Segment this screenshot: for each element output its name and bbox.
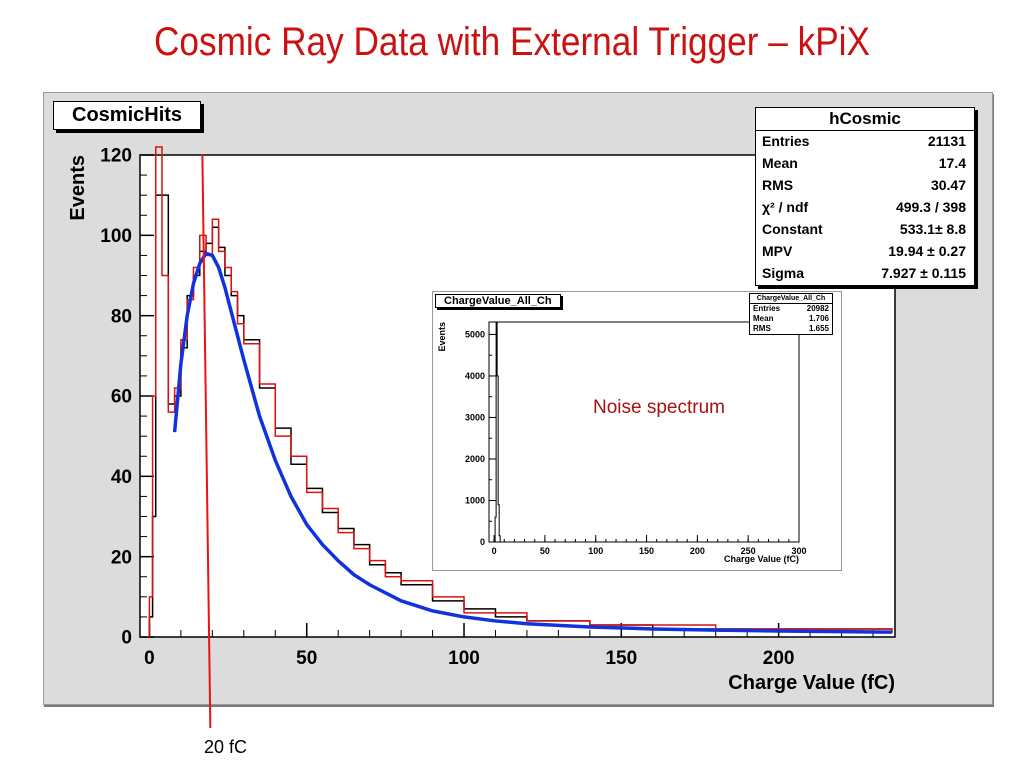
stats-key: Entries bbox=[762, 133, 810, 149]
inset-stats-value: 20982 bbox=[806, 304, 829, 313]
y-tick-label: 3000 bbox=[465, 413, 485, 423]
x-tick-label: 0 bbox=[144, 648, 155, 669]
y-tick-label: 20 bbox=[111, 547, 132, 568]
stats-row: Entries 21131 bbox=[756, 131, 974, 153]
stats-box: hCosmic Entries 21131 Mean 17.4 RMS 30.47 χ² /… bbox=[755, 107, 975, 286]
y-axis-label: Events bbox=[437, 322, 447, 352]
chargevalue-all-ch-line bbox=[493, 321, 799, 542]
stats-value: 17.4 bbox=[938, 155, 966, 171]
x-tick-label: 0 bbox=[492, 546, 497, 556]
x-axis-label: Charge Value (fC) bbox=[728, 672, 895, 694]
inset-stats-row: Entries 20982 bbox=[750, 304, 832, 314]
stats-row: Sigma 7.927 ± 0.115 bbox=[756, 263, 974, 285]
stats-row: χ² / ndf 499.3 / 398 bbox=[756, 197, 974, 219]
inset-stats-row: Mean 1.706 bbox=[750, 314, 832, 324]
inset-stats-row: RMS 1.655 bbox=[750, 324, 832, 334]
inset-stats-value: 1.655 bbox=[808, 324, 829, 333]
inset-stats-value: 1.706 bbox=[808, 314, 829, 323]
y-tick-label: 60 bbox=[111, 387, 132, 408]
stats-key: Constant bbox=[762, 221, 823, 237]
x-tick-label: 200 bbox=[763, 648, 795, 669]
stats-row: RMS 30.47 bbox=[756, 175, 974, 197]
y-axis-label: Events bbox=[67, 155, 89, 221]
y-tick-label: 40 bbox=[111, 467, 132, 488]
x-tick-label: 100 bbox=[588, 546, 603, 556]
stats-row: MPV 19.94 ± 0.27 bbox=[756, 241, 974, 263]
x-tick-label: 200 bbox=[690, 546, 705, 556]
stats-key: χ² / ndf bbox=[762, 199, 809, 215]
inset-stats-key: Mean bbox=[753, 314, 774, 323]
x-tick-label: 300 bbox=[791, 546, 806, 556]
y-tick-label: 100 bbox=[100, 226, 132, 247]
x-tick-label: 50 bbox=[296, 648, 317, 669]
inset-stats-key: RMS bbox=[753, 324, 771, 333]
x-axis-label: Charge Value (fC) bbox=[724, 554, 799, 564]
hist-title: CosmicHits bbox=[53, 101, 202, 130]
plot-canvas: 0 50 100 150 200 0 20 40 60 80 100 120 Charge Value … bbox=[43, 92, 993, 705]
x-tick-label: 250 bbox=[741, 546, 756, 556]
stats-value: 30.47 bbox=[930, 177, 966, 193]
y-tick-label: 0 bbox=[121, 628, 132, 649]
x-tick-label: 150 bbox=[605, 648, 637, 669]
stats-row: Constant 533.1± 8.8 bbox=[756, 219, 974, 241]
inset-hist-title: ChargeValue_All_Ch bbox=[435, 294, 561, 308]
inset-stats-title: ChargeValue_All_Ch bbox=[750, 294, 832, 304]
noise-spectrum-label: Noise spectrum bbox=[593, 397, 725, 418]
x-tick-label: 50 bbox=[540, 546, 550, 556]
series-line bbox=[146, 146, 893, 637]
inset-stats-key: Entries bbox=[753, 304, 781, 313]
stats-title: hCosmic bbox=[756, 108, 974, 131]
stats-key: Sigma bbox=[762, 265, 805, 281]
stats-value: 533.1± 8.8 bbox=[899, 221, 966, 237]
y-tick-label: 80 bbox=[111, 306, 132, 327]
stats-key: RMS bbox=[762, 177, 794, 193]
y-tick-label: 2000 bbox=[465, 454, 485, 464]
y-tick-label: 0 bbox=[480, 537, 485, 547]
stats-value: 499.3 / 398 bbox=[895, 199, 966, 215]
noise-spectrum-inset: 0 50 100 150 200 250 300 0 1000 2000 3000 4000 5000 C… bbox=[432, 291, 842, 571]
stats-value: 19.94 ± 0.27 bbox=[888, 243, 966, 259]
plot-frame bbox=[488, 321, 800, 543]
slide-title: Cosmic Ray Data with External Trigger – … bbox=[154, 20, 870, 64]
stats-row: Mean 17.4 bbox=[756, 153, 974, 175]
stats-value: 21131 bbox=[927, 133, 966, 149]
stats-value: 7.927 ± 0.115 bbox=[881, 265, 966, 281]
y-tick-label: 4000 bbox=[465, 371, 485, 381]
x-tick-label: 100 bbox=[448, 648, 480, 669]
marker-annotation: 20 fC bbox=[204, 737, 248, 757]
y-tick-label: 1000 bbox=[465, 496, 485, 506]
y-tick-label: 120 bbox=[100, 146, 132, 167]
inset-stats-box: ChargeValue_All_Ch Entries 20982 Mean 1.706… bbox=[749, 293, 833, 335]
stats-key: Mean bbox=[762, 155, 798, 171]
y-tick-label: 5000 bbox=[465, 330, 485, 340]
x-tick-label: 150 bbox=[639, 546, 654, 556]
stats-key: MPV bbox=[762, 243, 793, 259]
inset-chart: 0 50 100 150 200 250 300010002000300040005000C… bbox=[437, 321, 807, 564]
